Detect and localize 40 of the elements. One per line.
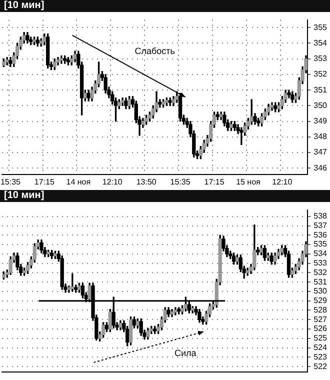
chart-title: [10 мин] — [0, 0, 330, 12]
x-tick-label: 15:35 — [0, 177, 22, 186]
y-tick-label: 348 — [314, 132, 328, 142]
y-tick-label: 534 — [314, 249, 328, 258]
x-tick-label: 17:15 — [204, 177, 225, 186]
y-tick-label: 346 — [314, 163, 328, 172]
y-tick-label: 532 — [314, 268, 328, 277]
y-tick-label: 527 — [314, 314, 328, 324]
y-tick-label: 531 — [314, 277, 328, 286]
x-tick-label: 12:10 — [272, 177, 293, 186]
x-tick-label: 15:35 — [170, 177, 191, 186]
y-tick-label: 349 — [314, 116, 328, 126]
y-tick-label: 526 — [314, 324, 328, 334]
y-tick-label: 536 — [314, 230, 328, 240]
y-tick-label: 535 — [314, 240, 328, 249]
y-tick-label: 355 — [314, 22, 328, 32]
y-tick-label: 347 — [314, 148, 328, 157]
y-tick-label: 524 — [314, 342, 328, 352]
y-tick-label: 522 — [314, 362, 328, 371]
x-tick-label: 15 ноя — [236, 177, 260, 186]
y-tick-label: 533 — [314, 258, 328, 268]
annotation: Сила — [174, 348, 196, 358]
y-tick-label: 530 — [314, 286, 328, 296]
y-tick-label: 528 — [314, 305, 328, 314]
y-tick-label: 538 — [314, 212, 328, 221]
y-tick-label: 525 — [314, 334, 328, 343]
y-tick-label: 351 — [314, 85, 328, 94]
annotation: Слабость — [134, 46, 176, 56]
y-tick-label: 350 — [314, 100, 328, 110]
y-tick-label: 353 — [314, 54, 328, 64]
x-tick-label: 12:10 — [102, 177, 123, 186]
x-tick-label: 13:50 — [136, 177, 157, 186]
y-tick-label: 529 — [314, 296, 328, 306]
y-tick-label: 354 — [314, 38, 328, 48]
chart-title: [10 мин] — [0, 190, 330, 202]
y-tick-label: 537 — [314, 220, 328, 230]
y-tick-label: 352 — [314, 70, 328, 79]
y-tick-label: 523 — [314, 352, 328, 362]
x-tick-label: 14 ноя — [66, 177, 91, 186]
x-tick-label: 17:15 — [34, 177, 56, 186]
